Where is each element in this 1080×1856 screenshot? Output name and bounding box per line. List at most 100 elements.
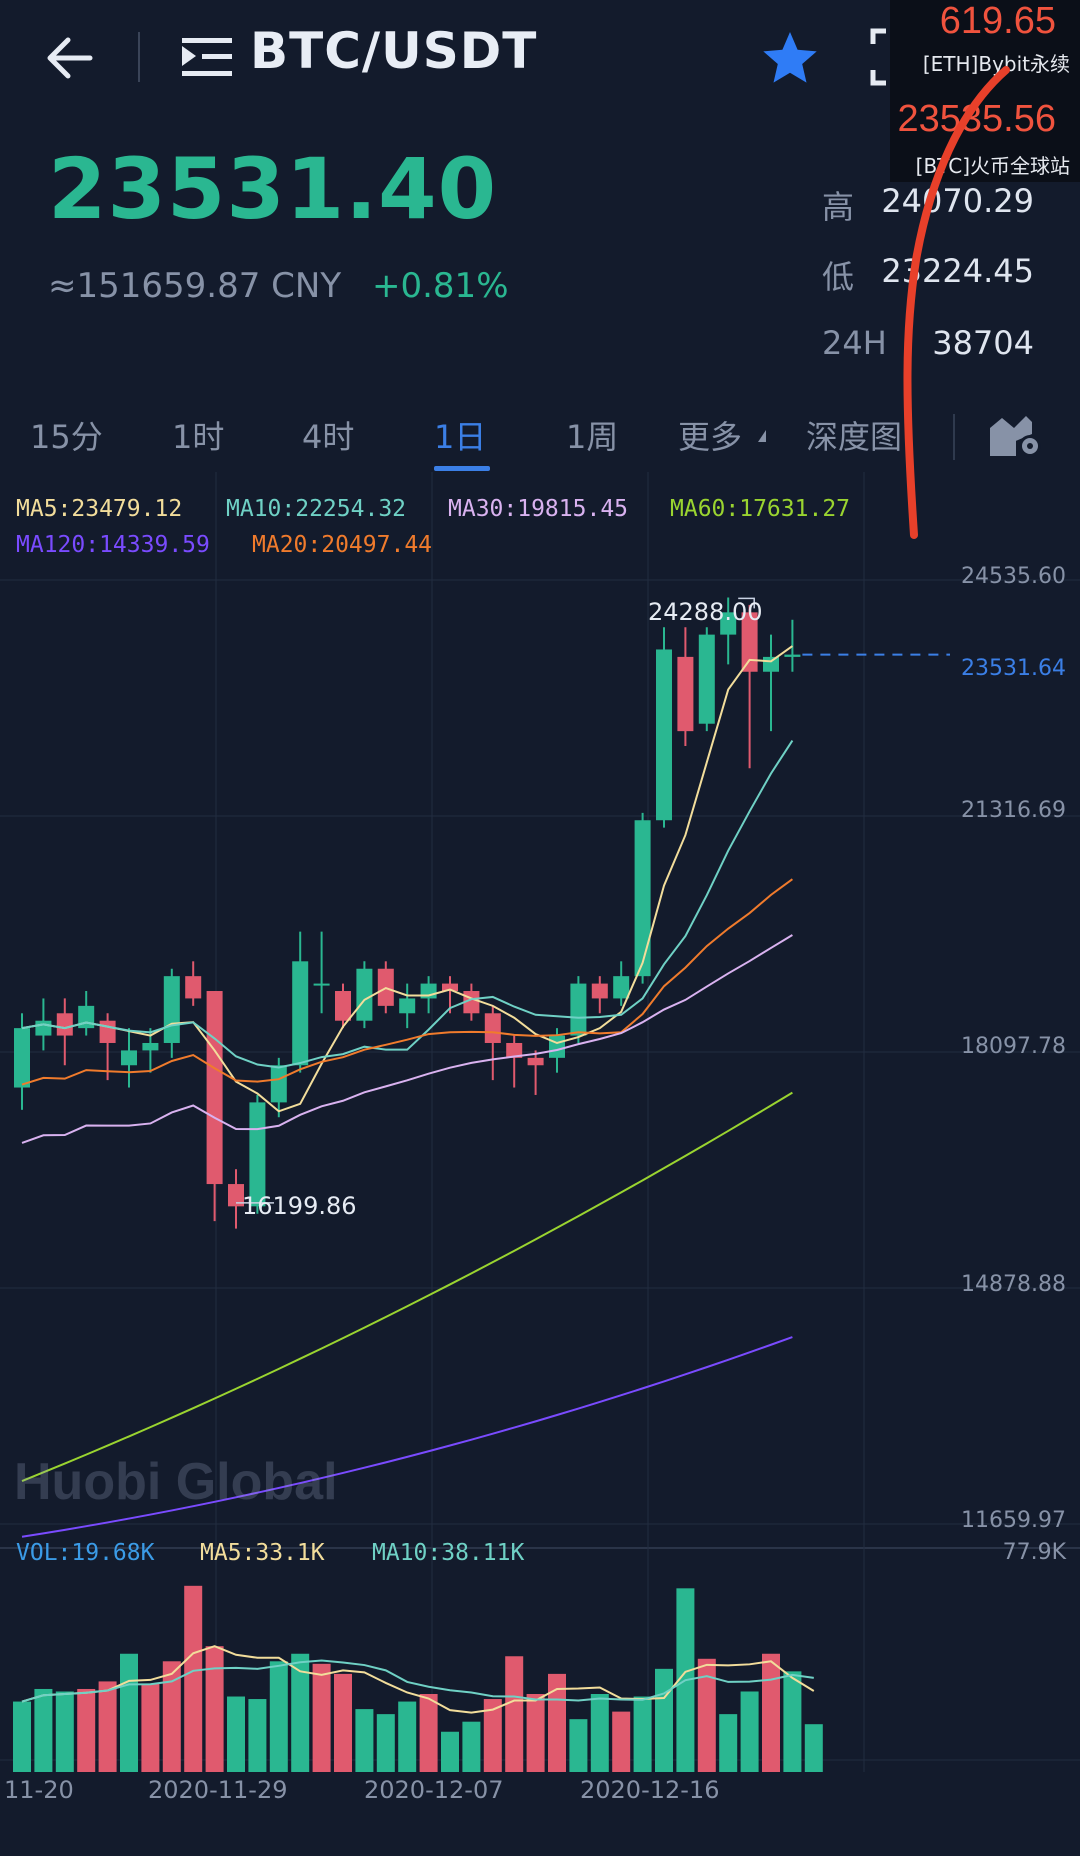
volume-bar	[719, 1714, 738, 1772]
volume-bar	[505, 1656, 524, 1772]
watermark-logo: Huobi Global	[14, 1453, 338, 1511]
high-value: 24070.29	[881, 182, 1034, 220]
ma30-label: MA30:19815.45	[448, 496, 629, 522]
candle-body	[656, 649, 672, 821]
volume-bar	[398, 1701, 417, 1772]
pair-list-icon[interactable]	[182, 36, 232, 78]
annotation-stroke	[903, 66, 1010, 539]
last-price-axis-label: 23531.64	[961, 656, 1066, 681]
eth-label: [ETH]Bybit永续	[922, 52, 1070, 76]
vol-ma10-label: MA10:38.11K	[372, 1540, 525, 1566]
candle-body	[570, 983, 587, 1036]
volume-bar	[34, 1688, 53, 1772]
ma5-line	[21, 645, 793, 1113]
candle-body	[249, 1102, 266, 1207]
candle-body	[763, 656, 779, 672]
ma60-label: MA60:17631.27	[670, 496, 851, 522]
tab-more[interactable]: 更多	[678, 418, 743, 456]
candle-body	[185, 976, 202, 999]
candle-body	[677, 656, 694, 732]
volume-bar	[804, 1724, 823, 1772]
vol-label: VOL:19.68K	[16, 1540, 155, 1566]
high-marker-leader	[738, 597, 755, 609]
candle-body	[720, 612, 737, 635]
low-value: 23224.45	[881, 252, 1034, 290]
candle-body	[741, 612, 758, 672]
vol-ma5-label: MA5:33.1K	[200, 1540, 325, 1566]
tab-15m[interactable]: 15分	[30, 418, 103, 456]
tab-1h[interactable]: 1时	[172, 418, 225, 456]
date-label-1: 11-20	[4, 1776, 74, 1804]
tab-1d[interactable]: 1日	[434, 418, 487, 456]
candle-body	[549, 1035, 565, 1058]
high-label: 高	[822, 188, 855, 226]
ma30-line	[21, 934, 793, 1144]
y-tick-4: 14878.88	[961, 1272, 1066, 1297]
volume-bar	[227, 1696, 245, 1772]
tab-depth[interactable]: 深度图	[806, 418, 903, 456]
tabs-divider	[953, 414, 955, 460]
ma20-label: MA20:20497.44	[252, 532, 433, 558]
ma5-label: MA5:23479.12	[16, 496, 183, 522]
candle-body	[228, 1184, 244, 1207]
volume-bar	[441, 1731, 459, 1772]
volume-bar	[569, 1719, 588, 1772]
ma120-line	[21, 1336, 793, 1538]
volume-bar	[248, 1699, 267, 1772]
volume-bar	[483, 1699, 502, 1772]
candle-body	[99, 1020, 116, 1043]
ma20-line	[21, 878, 793, 1086]
volume-bar	[419, 1694, 438, 1772]
volume-bar	[633, 1696, 652, 1772]
tab-4h[interactable]: 4时	[302, 418, 355, 456]
volume-bar	[548, 1673, 566, 1772]
vol-axis-max: 77.9K	[1002, 1540, 1066, 1565]
star-icon[interactable]	[760, 28, 820, 88]
volume-bar	[13, 1701, 31, 1772]
cny-price: ≈151659.87 CNY	[48, 266, 342, 306]
candle-body	[356, 968, 373, 1021]
last-price: 23531.40	[48, 140, 498, 238]
volume-bar	[184, 1585, 203, 1772]
volume-bar	[462, 1721, 481, 1772]
y-tick-3: 18097.78	[961, 1034, 1066, 1059]
ma60-line	[21, 1091, 793, 1482]
header-divider	[138, 32, 140, 82]
date-label-3: 2020-12-07	[364, 1776, 504, 1804]
ma10-line	[21, 740, 794, 1069]
volume-bar	[762, 1653, 780, 1772]
volume-bar	[120, 1653, 138, 1772]
candle-body	[784, 654, 801, 657]
candle-body	[292, 961, 309, 1066]
candle-body	[484, 1013, 501, 1043]
volume-bar	[98, 1681, 117, 1772]
y-tick-1: 24535.60	[961, 564, 1066, 589]
candlestick-chart[interactable]	[0, 472, 1080, 1856]
candle-body	[335, 991, 351, 1021]
pair-title[interactable]: BTC/USDT	[250, 22, 538, 80]
volume-bar	[205, 1646, 224, 1772]
date-label-4: 2020-12-16	[580, 1776, 720, 1804]
candle-body	[163, 976, 180, 1043]
candle-body	[591, 983, 608, 999]
date-label-2: 2020-11-29	[148, 1776, 288, 1804]
candle-body	[698, 634, 715, 724]
volume-bar	[55, 1691, 74, 1772]
volume-bar	[312, 1663, 331, 1772]
low-label: 低	[822, 258, 855, 296]
back-arrow-icon[interactable]	[40, 28, 100, 88]
tab-1w[interactable]: 1周	[566, 418, 619, 456]
candle-body	[56, 1013, 73, 1036]
volume-bar	[291, 1653, 310, 1772]
eth-price: 619.65	[939, 0, 1056, 42]
candle-body	[506, 1042, 523, 1058]
candle-body	[121, 1050, 137, 1066]
ma120-label: MA120:14339.59	[16, 532, 210, 558]
interval-tabs: 15分 1时 4时 1日 1周 更多 深度图	[0, 400, 1080, 472]
candle-body	[634, 820, 651, 977]
volume-bar	[141, 1683, 160, 1772]
chart-settings-icon[interactable]	[986, 408, 1044, 460]
candle-body	[206, 991, 223, 1185]
candle-body	[442, 983, 458, 992]
volume-bar	[526, 1694, 545, 1772]
